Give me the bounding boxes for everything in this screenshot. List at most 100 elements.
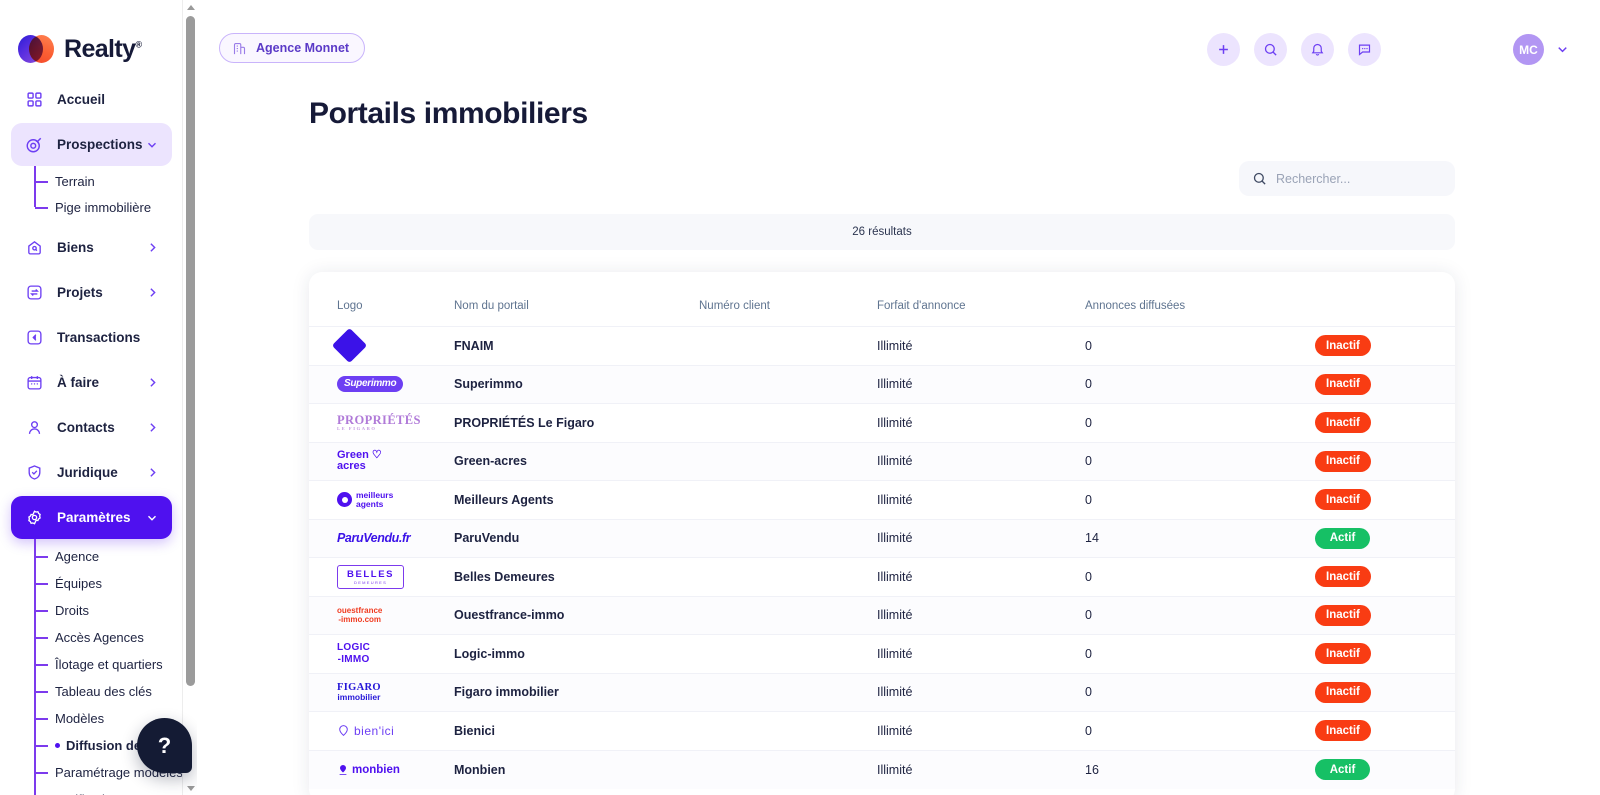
column-header-client[interactable]: Numéro client xyxy=(699,300,770,312)
table-row[interactable]: ouestfrance -immo.com Ouestfrance-immo Il… xyxy=(309,595,1455,635)
sidebar-item-biens[interactable]: Biens xyxy=(11,226,172,269)
status-badge[interactable]: Inactif xyxy=(1315,566,1371,588)
status-badge[interactable]: Inactif xyxy=(1315,373,1371,395)
search-box[interactable] xyxy=(1239,161,1455,196)
sidebar-item-projets[interactable]: Projets xyxy=(11,271,172,314)
table-row[interactable]: ParuVendu.fr ParuVendu Illimité 14 Actif xyxy=(309,518,1455,558)
prospections-submenu: Terrain Pige immobilière xyxy=(11,166,172,220)
sidebar-subitem-acces-agences[interactable]: Accès Agences xyxy=(35,624,172,651)
cell-client-number xyxy=(699,749,877,789)
fnaim-logo-icon xyxy=(331,328,368,364)
scrollbar-thumb[interactable] xyxy=(186,16,195,686)
sidebar-item-juridique[interactable]: Juridique xyxy=(11,451,172,494)
cell-forfait: Illimité xyxy=(877,595,1085,635)
table-row[interactable]: Superimmo Superimmo Illimité 0 Inactif xyxy=(309,364,1455,404)
cell-client-number xyxy=(699,403,877,442)
sidebar-subitem-pige-immobiliere[interactable]: Pige immobilière xyxy=(35,194,172,220)
status-badge[interactable]: Inactif xyxy=(1315,489,1371,511)
chevron-right-icon[interactable] xyxy=(146,421,159,434)
table-row[interactable]: Green ♡ acres Green-acres Illimité 0 Inac… xyxy=(309,441,1455,481)
column-header-logo[interactable]: Logo xyxy=(337,300,363,312)
sidebar-subitem-label: Agence xyxy=(55,549,100,564)
sidebar-item-a-faire[interactable]: À faire xyxy=(11,361,172,404)
results-count-bar: 26 résultats xyxy=(309,214,1455,250)
chevron-down-icon[interactable] xyxy=(145,138,159,152)
chevron-down-icon[interactable] xyxy=(145,511,159,525)
sidebar-item-accueil[interactable]: Accueil xyxy=(11,78,172,121)
chevron-right-icon[interactable] xyxy=(146,241,159,254)
status-badge[interactable]: Inactif xyxy=(1315,412,1371,434)
table-row[interactable]: PROPRIÉTÉS LE FIGARO PROPRIÉTÉS Le Figaro… xyxy=(309,403,1455,442)
column-header-forfait[interactable]: Forfait d'annonce xyxy=(877,300,966,312)
sidebar-subitem-agence[interactable]: Agence xyxy=(35,543,172,570)
chevron-down-icon[interactable] xyxy=(1555,42,1570,57)
sidebar-subitem-tableau-des-cles[interactable]: Tableau des clés xyxy=(35,678,172,705)
cell-annonces: 0 xyxy=(1085,326,1315,365)
sidebar-scrollbar[interactable] xyxy=(182,0,197,795)
search-input[interactable] xyxy=(1276,171,1442,186)
cell-status: Inactif xyxy=(1315,711,1455,750)
notifications-button[interactable] xyxy=(1301,33,1334,66)
cell-logo: LOGIC -IMMO xyxy=(309,634,454,673)
help-button[interactable]: ? xyxy=(137,718,192,773)
status-badge[interactable]: Inactif xyxy=(1315,604,1371,626)
plus-icon xyxy=(1219,45,1228,54)
chat-icon xyxy=(1358,44,1371,56)
sidebar-subitem-droits[interactable]: Droits xyxy=(35,597,172,624)
table-row[interactable]: LOGIC -IMMO Logic-immo Illimité 0 Inactif xyxy=(309,634,1455,673)
sidebar-subitem-modeles[interactable]: Modèles xyxy=(35,705,172,732)
sidebar-item-parametres[interactable]: Paramètres xyxy=(11,496,172,539)
cell-portal-name: Monbien xyxy=(454,749,699,789)
status-badge[interactable]: Inactif xyxy=(1315,720,1371,742)
sidebar-subitem-terrain[interactable]: Terrain xyxy=(35,168,172,194)
search-row xyxy=(197,131,1600,196)
scroll-up-arrow-icon[interactable] xyxy=(183,0,197,14)
add-button[interactable] xyxy=(1207,33,1240,66)
person-icon xyxy=(23,417,45,439)
user-menu[interactable]: MC xyxy=(1513,34,1570,65)
building-icon xyxy=(232,41,247,56)
sidebar-item-transactions[interactable]: Transactions xyxy=(11,316,172,359)
brand-logo[interactable]: Realty® xyxy=(0,0,183,72)
avatar[interactable]: MC xyxy=(1513,34,1544,65)
agency-selector-chip[interactable]: Agence Monnet xyxy=(219,33,366,63)
cell-status: Actif xyxy=(1315,749,1455,789)
sidebar-subitem-ilotage-et-quartiers[interactable]: Îlotage et quartiers xyxy=(35,651,172,678)
chevron-right-icon[interactable] xyxy=(146,376,159,389)
cell-forfait: Illimité xyxy=(877,364,1085,404)
portals-table: Logo Nom du portail Numéro client Forfai… xyxy=(309,272,1455,789)
cell-logo: ParuVendu.fr xyxy=(309,518,454,558)
table-row[interactable]: FIGARO immobilier Figaro immobilier Illim… xyxy=(309,672,1455,712)
table-row[interactable]: BELLES DEMEURES Belles Demeures Illimité … xyxy=(309,557,1455,596)
scroll-down-arrow-icon[interactable] xyxy=(183,781,197,795)
cell-portal-name: Superimmo xyxy=(454,364,699,404)
cell-client-number xyxy=(699,518,877,558)
status-badge[interactable]: Actif xyxy=(1315,759,1370,780)
table-row[interactable]: meilleurs agents Meilleurs Agents Illimit… xyxy=(309,480,1455,519)
sidebar-subitem-equipes[interactable]: Équipes xyxy=(35,570,172,597)
status-badge[interactable]: Inactif xyxy=(1315,643,1371,665)
search-icon xyxy=(1252,171,1267,186)
status-badge[interactable]: Inactif xyxy=(1315,681,1371,703)
search-button[interactable] xyxy=(1254,33,1287,66)
sidebar-item-prospections[interactable]: Prospections xyxy=(11,123,172,166)
grid-icon xyxy=(23,89,45,111)
status-badge[interactable]: Actif xyxy=(1315,527,1370,549)
sidebar-subitem-notifications-sru[interactable]: Notifications SRU xyxy=(35,786,172,795)
messages-button[interactable] xyxy=(1348,33,1381,66)
column-header-name[interactable]: Nom du portail xyxy=(454,300,529,312)
chevron-right-icon[interactable] xyxy=(146,286,159,299)
cell-client-number xyxy=(699,441,877,481)
monbien-logo-icon: monbien xyxy=(337,763,400,777)
realty-logo-icon xyxy=(18,34,55,64)
status-badge[interactable]: Inactif xyxy=(1315,450,1371,472)
table-row[interactable]: monbien Monbien Illimité 16 Actif xyxy=(309,749,1455,789)
table-row[interactable]: bien'ici Bienici Illimité 0 Inactif xyxy=(309,711,1455,750)
cell-logo: meilleurs agents xyxy=(309,480,454,519)
sidebar-item-contacts[interactable]: Contacts xyxy=(11,406,172,449)
status-badge[interactable]: Inactif xyxy=(1315,335,1371,357)
shield-check-icon xyxy=(23,462,45,484)
column-header-annonces[interactable]: Annonces diffusées xyxy=(1085,300,1186,312)
table-row[interactable]: FNAIM Illimité 0 Inactif xyxy=(309,326,1455,365)
chevron-right-icon[interactable] xyxy=(146,466,159,479)
